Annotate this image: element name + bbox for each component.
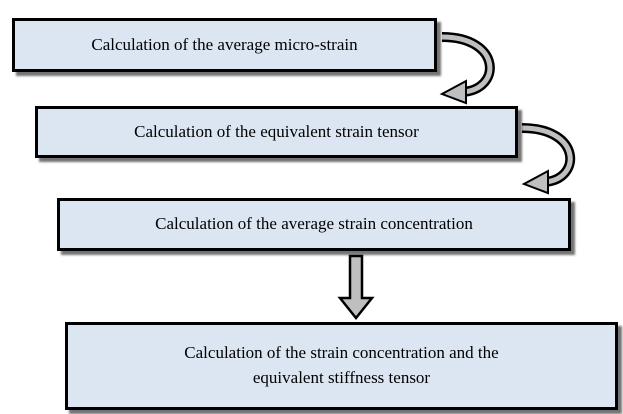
step-label: Calculation of the average micro-strain [91,34,358,54]
step-label: Calculation of the average strain concen… [155,214,473,234]
down-arrow [337,254,375,321]
curved-arrow [439,32,495,105]
step-box: Calculation of the average strain concen… [57,198,571,251]
step-box: Calculation of the average micro-strain [12,18,437,72]
step-box: Calculation of the strain concentration … [65,322,618,410]
curved-arrow [521,123,576,195]
step-label: Calculation of the equivalent strain ten… [134,121,419,141]
step-box: Calculation of the equivalent strain ten… [35,106,518,158]
step-label: Calculation of the strain concentration … [184,343,499,387]
